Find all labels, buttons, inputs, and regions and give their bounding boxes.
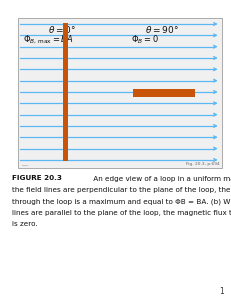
Text: Fig. 20.3, p.694: Fig. 20.3, p.694 — [186, 162, 219, 166]
Text: 1: 1 — [219, 287, 224, 296]
Text: FIGURE 20.3: FIGURE 20.3 — [12, 176, 61, 182]
Bar — [133, 89, 195, 97]
Text: $\Phi_B = 0$: $\Phi_B = 0$ — [131, 34, 158, 46]
Bar — [63, 23, 68, 160]
Bar — [18, 18, 222, 168]
Text: $\theta = 0°$: $\theta = 0°$ — [49, 24, 76, 35]
Text: ___: ___ — [21, 160, 28, 166]
Text: lines are parallel to the plane of the loop, the magnetic flux through the loop: lines are parallel to the plane of the l… — [12, 210, 231, 216]
Text: An edge view of a loop in a uniform magnetic field. (a) When: An edge view of a loop in a uniform magn… — [91, 176, 231, 182]
Text: the field lines are perpendicular to the plane of the loop, the magnetic flux: the field lines are perpendicular to the… — [12, 187, 231, 193]
Text: $\theta = 90°$: $\theta = 90°$ — [145, 24, 179, 35]
Text: through the loop is a maximum and equal to ΦB = BA. (b) When the field: through the loop is a maximum and equal … — [12, 198, 231, 205]
Text: $\Phi_{B,\,\mathrm{max}} = BA$: $\Phi_{B,\,\mathrm{max}} = BA$ — [23, 34, 74, 46]
Text: is zero.: is zero. — [12, 221, 37, 227]
